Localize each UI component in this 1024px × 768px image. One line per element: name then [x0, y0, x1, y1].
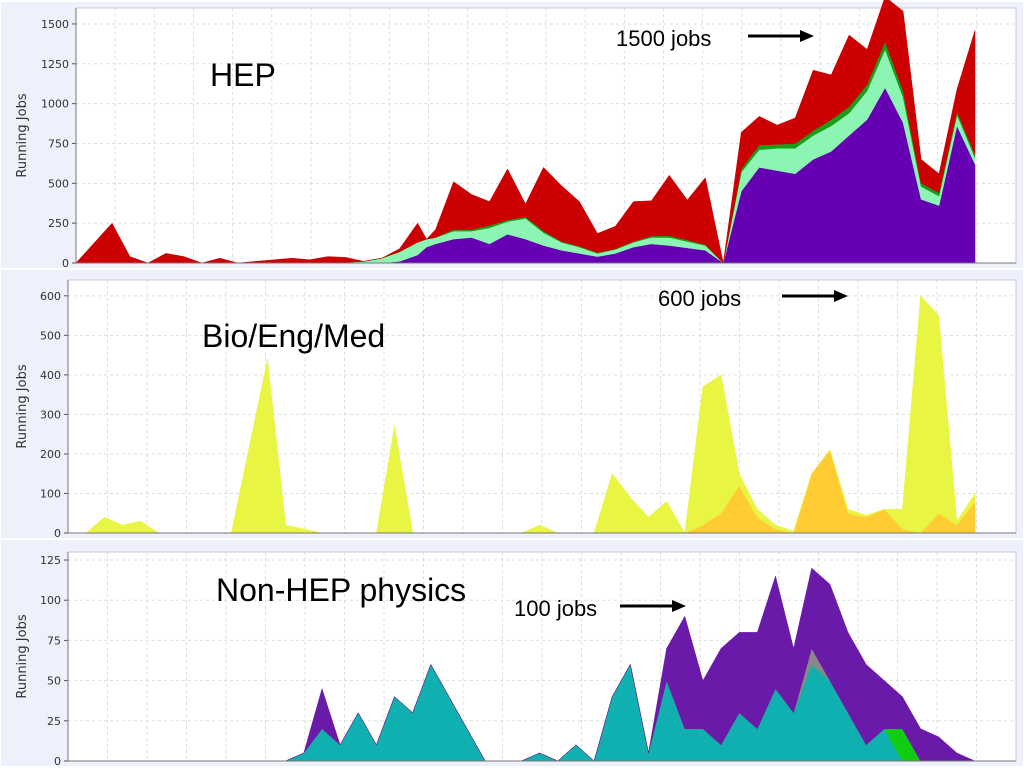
y-tick-label: 0	[54, 527, 61, 540]
y-axis-label: Running Jobs	[15, 614, 30, 698]
y-tick-label: 250	[48, 217, 69, 230]
y-tick-label: 0	[62, 257, 69, 270]
y-tick-label: 100	[40, 487, 61, 500]
y-tick-label: 400	[40, 369, 61, 382]
chart-title: Non-HEP physics	[216, 572, 466, 608]
y-axis-label: Running Jobs	[15, 93, 30, 177]
y-axis-label: Running Jobs	[15, 364, 30, 448]
chart-panel-3: 0 25 50 75 100 125 Running Jobs Non-HEP physics…	[1, 540, 1023, 768]
annotation-label: 1500 jobs	[616, 26, 711, 51]
y-tick-label: 0	[54, 755, 61, 768]
y-tick-label: 200	[40, 448, 61, 461]
series-area-4	[75, 0, 976, 264]
y-tick-label: 1250	[41, 58, 69, 71]
y-tick-label: 300	[40, 408, 61, 421]
chart-title: HEP	[210, 57, 276, 93]
annotation-arrow-head	[672, 600, 686, 612]
annotation-arrow-head	[800, 30, 814, 42]
y-tick-label: 500	[48, 177, 69, 190]
chart-panel-1: 0 250 500 750 1000 1250 1500 Running Jobs HEP 150…	[1, 0, 1023, 270]
chart-title: Bio/Eng/Med	[202, 318, 385, 354]
annotation-label: 100 jobs	[514, 596, 597, 621]
y-tick-label: 600	[40, 290, 61, 303]
y-tick-label: 1000	[41, 98, 69, 111]
y-tick-label: 125	[40, 554, 61, 567]
y-tick-label: 50	[47, 675, 61, 688]
annotation-arrow-head	[834, 290, 848, 302]
chart-panel-2: 0 100 200 300 400 500 600 Running Jobs Bio/Eng/M…	[1, 270, 1023, 540]
y-tick-label: 500	[40, 329, 61, 342]
y-tick-label: 75	[47, 634, 61, 647]
y-tick-label: 100	[40, 594, 61, 607]
y-tick-label: 1500	[41, 18, 69, 31]
y-tick-label: 750	[48, 137, 69, 150]
y-tick-label: 25	[47, 715, 61, 728]
annotation-label: 600 jobs	[658, 286, 741, 311]
